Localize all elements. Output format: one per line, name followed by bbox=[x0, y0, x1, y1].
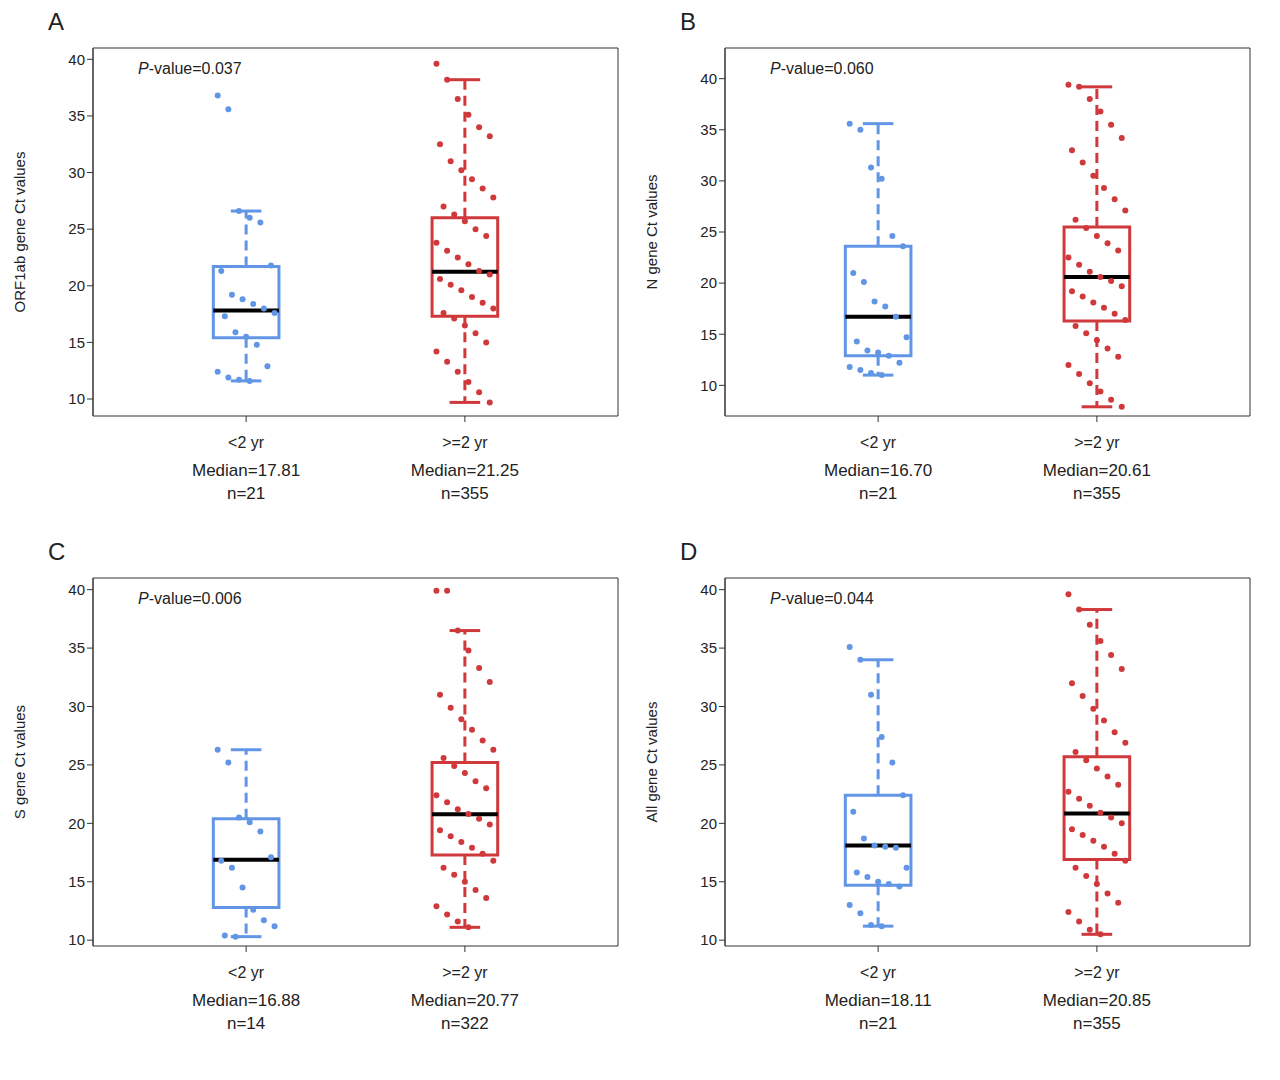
svg-text:Median=20.61: Median=20.61 bbox=[1043, 461, 1151, 480]
svg-text:25: 25 bbox=[700, 756, 717, 773]
svg-text:n=355: n=355 bbox=[1073, 1014, 1121, 1033]
svg-text:20: 20 bbox=[700, 815, 717, 832]
svg-text:30: 30 bbox=[68, 164, 85, 181]
svg-text:10: 10 bbox=[68, 931, 85, 948]
html-text:P -value=0.006: P -value=0.006 bbox=[138, 590, 242, 607]
svg-text:35: 35 bbox=[68, 639, 85, 656]
svg-text:>=2 yr: >=2 yr bbox=[1074, 964, 1120, 981]
html-text:P -value=0.044: P -value=0.044 bbox=[770, 590, 874, 607]
svg-text:30: 30 bbox=[700, 172, 717, 189]
svg-text:40: 40 bbox=[700, 581, 717, 598]
svg-text:<2 yr: <2 yr bbox=[860, 964, 897, 981]
svg-text:40: 40 bbox=[700, 70, 717, 87]
svg-text:10: 10 bbox=[700, 931, 717, 948]
svg-text:Median=16.70: Median=16.70 bbox=[824, 461, 932, 480]
svg-text:>=2 yr: >=2 yr bbox=[442, 434, 488, 451]
svg-text:25: 25 bbox=[700, 223, 717, 240]
svg-text:15: 15 bbox=[68, 334, 85, 351]
svg-text:25: 25 bbox=[68, 756, 85, 773]
svg-text:35: 35 bbox=[700, 639, 717, 656]
svg-text:n=21: n=21 bbox=[859, 1014, 897, 1033]
svg-text:15: 15 bbox=[68, 873, 85, 890]
svg-text:15: 15 bbox=[700, 873, 717, 890]
svg-text:n=355: n=355 bbox=[441, 484, 489, 503]
svg-text:10: 10 bbox=[700, 377, 717, 394]
html-text:D: D bbox=[680, 538, 698, 565]
svg-text:35: 35 bbox=[68, 107, 85, 124]
svg-text:>=2 yr: >=2 yr bbox=[1074, 434, 1120, 451]
svg-text:<2 yr: <2 yr bbox=[860, 434, 897, 451]
svg-text:n=322: n=322 bbox=[441, 1014, 489, 1033]
svg-text:n=21: n=21 bbox=[859, 484, 897, 503]
svg-text:Median=17.81: Median=17.81 bbox=[192, 461, 300, 480]
html-text:P -value=0.037: P -value=0.037 bbox=[138, 60, 242, 77]
svg-text:n=21: n=21 bbox=[227, 484, 265, 503]
svg-text:>=2 yr: >=2 yr bbox=[442, 964, 488, 981]
svg-text:20: 20 bbox=[68, 277, 85, 294]
svg-text:S gene Ct values: S gene Ct values bbox=[11, 705, 28, 819]
html-text:B: B bbox=[680, 8, 696, 35]
svg-text:40: 40 bbox=[68, 51, 85, 68]
svg-text:20: 20 bbox=[700, 274, 717, 291]
svg-text:10: 10 bbox=[68, 390, 85, 407]
svg-text:ORF1ab gene Ct values: ORF1ab gene Ct values bbox=[11, 152, 28, 313]
svg-text:40: 40 bbox=[68, 581, 85, 598]
svg-text:Median=16.88: Median=16.88 bbox=[192, 991, 300, 1010]
svg-text:Median=20.85: Median=20.85 bbox=[1043, 991, 1151, 1010]
svg-text:20: 20 bbox=[68, 815, 85, 832]
svg-text:N gene Ct values: N gene Ct values bbox=[643, 174, 660, 289]
svg-text:30: 30 bbox=[700, 698, 717, 715]
svg-text:Median=21.25: Median=21.25 bbox=[411, 461, 519, 480]
svg-text:n=14: n=14 bbox=[227, 1014, 265, 1033]
svg-text:All gene Ct values: All gene Ct values bbox=[643, 702, 660, 823]
svg-text:<2 yr: <2 yr bbox=[228, 964, 265, 981]
svg-text:Median=20.77: Median=20.77 bbox=[411, 991, 519, 1010]
svg-text:30: 30 bbox=[68, 698, 85, 715]
html-text:A: A bbox=[48, 8, 64, 35]
svg-text:Median=18.11: Median=18.11 bbox=[825, 991, 932, 1010]
svg-text:35: 35 bbox=[700, 121, 717, 138]
html-text:P -value=0.060: P -value=0.060 bbox=[770, 60, 874, 77]
svg-text:<2 yr: <2 yr bbox=[228, 434, 265, 451]
svg-text:n=355: n=355 bbox=[1073, 484, 1121, 503]
svg-text:15: 15 bbox=[700, 326, 717, 343]
html-text:C: C bbox=[48, 538, 66, 565]
svg-text:25: 25 bbox=[68, 220, 85, 237]
